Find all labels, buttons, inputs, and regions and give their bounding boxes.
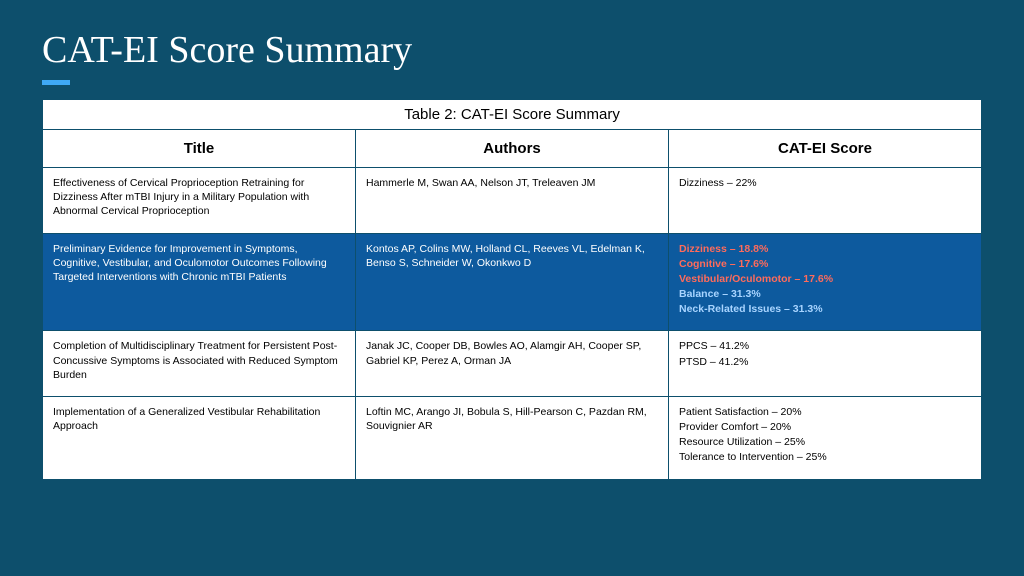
cell-authors: Loftin MC, Arango JI, Bobula S, Hill-Pea… (356, 396, 669, 479)
score-list: Patient Satisfaction – 20%Provider Comfo… (679, 405, 971, 465)
score-list: Dizziness – 18.8%Cognitive – 17.6%Vestib… (679, 242, 971, 317)
score-summary-table: Table 2: CAT-EI Score Summary Title Auth… (42, 99, 982, 480)
page-title: CAT-EI Score Summary (42, 28, 982, 72)
table-row: Completion of Multidisciplinary Treatmen… (43, 331, 982, 397)
cell-title: Completion of Multidisciplinary Treatmen… (43, 331, 356, 397)
cell-score: PPCS – 41.2% PTSD – 41.2% (669, 331, 982, 397)
table-caption: Table 2: CAT-EI Score Summary (43, 100, 982, 130)
table-header-row: Title Authors CAT-EI Score (43, 130, 982, 168)
score-line: Resource Utilization – 25% (679, 435, 971, 449)
cell-score: Dizziness – 18.8%Cognitive – 17.6%Vestib… (669, 233, 982, 331)
score-line: Balance – 31.3% (679, 287, 971, 301)
table-body: Effectiveness of Cervical Proprioception… (43, 168, 982, 480)
score-line: Vestibular/Oculomotor – 17.6% (679, 272, 971, 286)
column-header-score: CAT-EI Score (669, 130, 982, 168)
table-row: Implementation of a Generalized Vestibul… (43, 396, 982, 479)
cell-authors: Janak JC, Cooper DB, Bowles AO, Alamgir … (356, 331, 669, 397)
table-row: Effectiveness of Cervical Proprioception… (43, 168, 982, 234)
score-line: Provider Comfort – 20% (679, 420, 971, 434)
table-row: Preliminary Evidence for Improvement in … (43, 233, 982, 331)
score-line: PPCS – 41.2% (679, 339, 971, 353)
column-header-authors: Authors (356, 130, 669, 168)
score-line: Tolerance to Intervention – 25% (679, 450, 971, 464)
score-list: Dizziness – 22% (679, 176, 971, 190)
cell-title: Implementation of a Generalized Vestibul… (43, 396, 356, 479)
score-line: Dizziness – 22% (679, 176, 971, 190)
cell-score: Dizziness – 22% (669, 168, 982, 234)
table-caption-row: Table 2: CAT-EI Score Summary (43, 100, 982, 130)
cell-score: Patient Satisfaction – 20%Provider Comfo… (669, 396, 982, 479)
cell-title: Effectiveness of Cervical Proprioception… (43, 168, 356, 234)
score-line: Patient Satisfaction – 20% (679, 405, 971, 419)
score-line: Cognitive – 17.6% (679, 257, 971, 271)
score-line: Dizziness – 18.8% (679, 242, 971, 256)
accent-bar (42, 80, 70, 85)
score-line: Neck-Related Issues – 31.3% (679, 302, 971, 316)
cell-authors: Hammerle M, Swan AA, Nelson JT, Treleave… (356, 168, 669, 234)
score-line: PTSD – 41.2% (679, 355, 971, 369)
cell-authors: Kontos AP, Colins MW, Holland CL, Reeves… (356, 233, 669, 331)
score-list: PPCS – 41.2% PTSD – 41.2% (679, 339, 971, 368)
cell-title: Preliminary Evidence for Improvement in … (43, 233, 356, 331)
slide: CAT-EI Score Summary Table 2: CAT-EI Sco… (0, 0, 1024, 576)
column-header-title: Title (43, 130, 356, 168)
